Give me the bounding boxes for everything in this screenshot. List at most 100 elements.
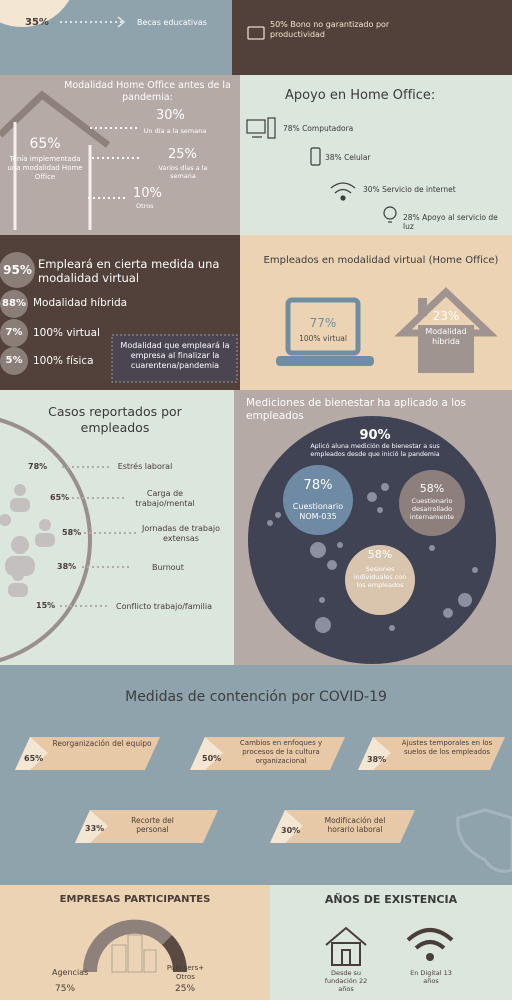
circle (399, 470, 465, 536)
label: Carga de trabajo/mental (135, 489, 195, 508)
panel (0, 885, 270, 1000)
label: Aplicó aluna medición de bienestar a sus… (310, 443, 440, 458)
percent: 30% (363, 185, 380, 194)
shape (267, 520, 273, 526)
house-outline (0, 90, 111, 148)
label: Sesiones individuales con los empleados (353, 565, 407, 590)
percent: 78% (28, 462, 48, 471)
arc (0, 417, 92, 663)
shape (270, 810, 415, 843)
shape (381, 483, 389, 491)
shape (310, 542, 326, 558)
shield-icon (456, 808, 512, 873)
percent: 65% (24, 754, 44, 763)
shape (35, 533, 55, 547)
title: Apoyo en Home Office: (285, 88, 436, 103)
circle (0, 319, 28, 347)
shape (75, 810, 108, 843)
label: Cuestionario desarrollado internamente (409, 497, 455, 522)
percent: 38% (57, 562, 77, 571)
label: Agencias (52, 968, 89, 977)
percent: 65% (29, 136, 61, 152)
label: En Digital 13 años (410, 969, 452, 986)
support-icons (246, 117, 397, 223)
label: Cuestionario NOM-035 (292, 502, 344, 521)
shape (246, 119, 266, 134)
percent: 58% (419, 482, 445, 495)
percent: 50% (202, 754, 222, 763)
shape (14, 484, 26, 496)
percent: 90% (359, 428, 391, 443)
label: Celular (344, 153, 371, 162)
percent: 77% (309, 316, 337, 330)
note-box (111, 334, 238, 383)
shape (358, 737, 391, 770)
percent: 30% (156, 108, 185, 123)
label: Desde su fundación 22 años (324, 969, 368, 994)
percent: 15% (36, 601, 56, 610)
half-donut (161, 935, 188, 973)
title: EMPRESAS PARTICIPANTES (59, 894, 211, 905)
percent: 58% (62, 528, 82, 537)
shape (0, 514, 11, 526)
building-icon (111, 934, 157, 973)
percent: 38% (367, 755, 387, 764)
circle (345, 545, 415, 615)
percent: 75% (55, 984, 76, 994)
circle (0, 252, 35, 288)
shape (341, 949, 351, 966)
tags (15, 737, 505, 843)
title: Mediciones de bienestar ha aplicado a lo… (246, 397, 467, 423)
label: Reorganización del equipo (52, 739, 152, 748)
support-item: 30% Servicio de internet (363, 185, 456, 194)
label: Servicio de internet (382, 185, 456, 194)
dots (267, 483, 478, 633)
shape (429, 545, 435, 551)
label: Estrés laboral (117, 462, 173, 471)
percent: 23% (432, 309, 460, 323)
title: AÑOS DE EXISTENCIA (324, 893, 458, 906)
label: Modalidad híbrida (33, 297, 128, 309)
percent: 88% (2, 298, 26, 309)
shape (12, 569, 24, 581)
panel (270, 885, 512, 1000)
label: Varios días a la semana (158, 164, 208, 181)
percent: 28% (403, 213, 420, 222)
percent: 10% (133, 186, 162, 201)
shape (367, 492, 377, 502)
shape (270, 810, 303, 843)
label: 100% física (33, 355, 94, 367)
percent: 30% (281, 826, 301, 835)
label: 50% Bono no garantizado por productivida… (270, 20, 390, 39)
shape (8, 583, 28, 597)
percent: 25% (175, 984, 196, 994)
label: Publisers+ Otros (166, 964, 205, 981)
label: Burnout (152, 563, 184, 572)
shape (340, 195, 346, 201)
label: Conflicto trabajo/familia (116, 602, 212, 611)
support-item: 78% Computadora (283, 124, 353, 133)
shape (127, 934, 143, 973)
label: Computadora (302, 124, 354, 133)
label: Apoyo al servicio de luz (403, 213, 498, 232)
title: Empleados en modalidad virtual (Home Off… (263, 255, 499, 266)
label: Ajustes temporales en los suelos de los … (401, 739, 493, 756)
percent: 33% (85, 824, 105, 833)
panel (0, 390, 234, 665)
percent: 7% (5, 327, 23, 338)
wifi-icon (406, 928, 454, 950)
shape (319, 597, 325, 603)
label: Cambios en enfoques y procesos de la cul… (239, 739, 323, 765)
label: Modalidad híbrida (425, 327, 467, 346)
label: Un día a la semana (143, 127, 207, 135)
arrow (117, 16, 126, 28)
shape (39, 519, 51, 531)
shape (75, 810, 218, 843)
shape (190, 737, 345, 770)
shape (190, 737, 223, 770)
label: Empleará en cierta medida una modalidad … (38, 257, 220, 286)
panel (240, 75, 512, 235)
panel (0, 665, 512, 885)
percent: 5% (5, 355, 23, 366)
